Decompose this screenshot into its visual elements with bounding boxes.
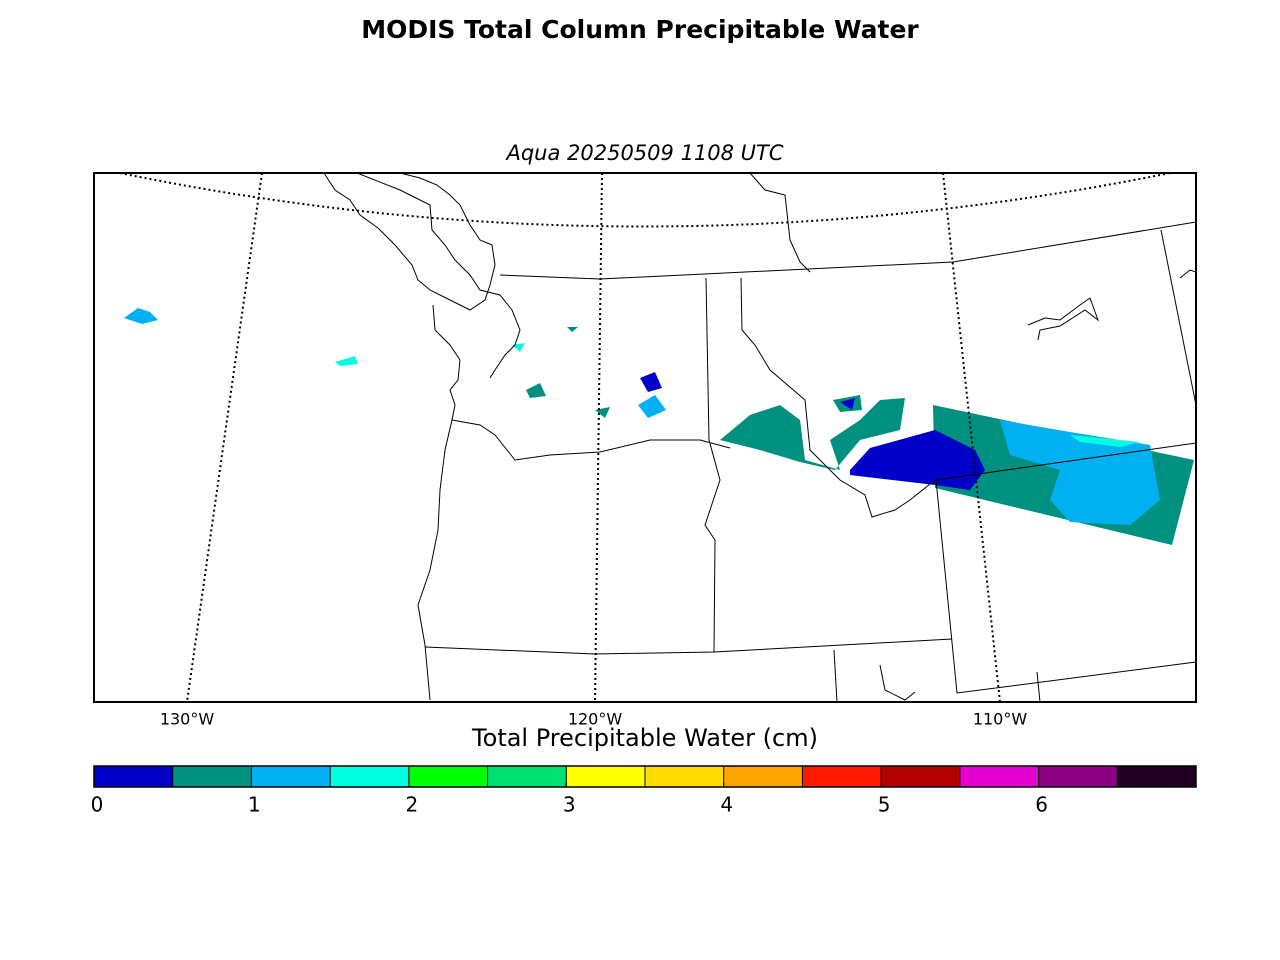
map: [93, 172, 1197, 703]
colorbar-segment: [723, 766, 803, 787]
colorbar: 0 1 2 3 4 5 6: [91, 765, 1197, 817]
colorbar-segment: [251, 766, 331, 787]
swath: [840, 398, 855, 410]
colorbar-tick-label: 0: [91, 793, 104, 817]
colorbar-segment: [645, 766, 725, 787]
swath: [526, 383, 546, 398]
colorbar-tick-label: 6: [1035, 793, 1048, 817]
lon-label: 110°W: [973, 710, 1028, 729]
colorbar-segment: [172, 766, 252, 787]
swath: [640, 372, 662, 392]
colorbar-tick-label: 5: [878, 793, 891, 817]
colorbar-segment: [881, 766, 961, 787]
swath: [512, 343, 525, 352]
colorbar-segment: [330, 766, 410, 787]
map-frame: [93, 172, 1197, 703]
colorbar-segment: [566, 766, 646, 787]
lon-label: 120°W: [568, 710, 623, 729]
colorbar-segment: [802, 766, 882, 787]
swath: [567, 327, 578, 332]
swath: [638, 395, 666, 418]
swath: [595, 407, 610, 418]
colorbar-tick-label: 3: [563, 793, 576, 817]
swath: [1070, 435, 1140, 447]
subtitle: Aqua 20250509 1108 UTC: [504, 141, 783, 165]
colorbar-frame: [93, 765, 1197, 788]
colorbar-segment: [408, 766, 489, 787]
colorbar-segment: [959, 766, 1040, 787]
lon-label: 130°W: [160, 710, 215, 729]
colorbar-segment: [94, 766, 174, 787]
colorbar-tick-label: 4: [720, 793, 733, 817]
colorbar-label: Total Precipitable Water (cm): [471, 724, 818, 752]
title: MODIS Total Column Precipitable Water: [361, 15, 919, 44]
swath: [850, 430, 985, 490]
colorbar-segment: [1038, 766, 1118, 787]
colorbar-segment: [1117, 766, 1197, 787]
colorbar-segment: [487, 766, 567, 787]
colorbar-tick-label: 1: [248, 793, 261, 817]
swath: [335, 356, 358, 366]
swath: [124, 308, 158, 324]
swath: [720, 398, 905, 470]
lon-labels: 130°W 120°W 110°W: [160, 710, 1028, 729]
colorbar-tick-label: 2: [405, 793, 418, 817]
